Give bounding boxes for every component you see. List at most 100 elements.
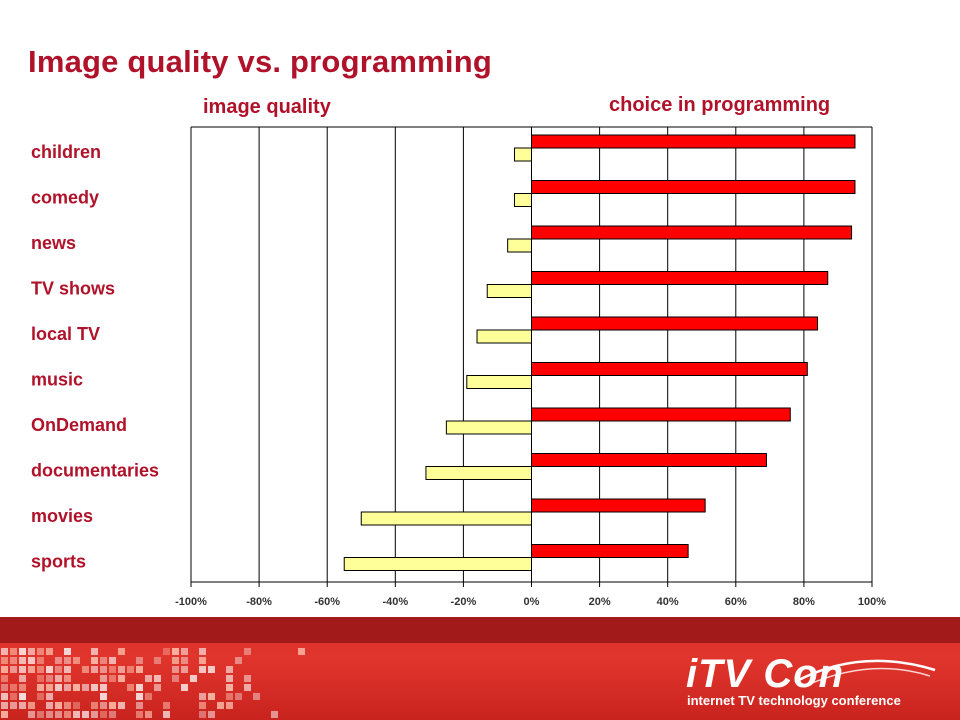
pattern-tile	[37, 711, 44, 718]
bar-chart: children comedy news TV shows local TV music O…	[31, 126, 886, 608]
pattern-tile	[190, 675, 197, 682]
pattern-tile	[199, 666, 206, 673]
pattern-tile	[28, 666, 35, 673]
pattern-tile	[181, 657, 188, 664]
image-quality-bar	[486, 284, 532, 298]
pattern-tile	[100, 702, 107, 709]
pattern-tile	[1, 702, 8, 709]
pattern-tile	[208, 711, 215, 718]
pattern-tile	[10, 648, 17, 655]
pattern-tile	[118, 648, 125, 655]
x-tick-label: -80%	[246, 596, 272, 608]
pattern-tile	[100, 693, 107, 700]
category-label: documentaries	[31, 461, 159, 481]
pattern-tile	[82, 666, 89, 673]
pattern-tile	[163, 702, 170, 709]
pattern-tile	[244, 648, 251, 655]
pattern-tile	[55, 657, 62, 664]
pattern-tile	[145, 711, 152, 718]
pattern-tile	[64, 648, 71, 655]
pattern-tile	[199, 648, 206, 655]
programming-bar	[531, 180, 856, 194]
pattern-tile	[235, 693, 242, 700]
pattern-tile	[91, 702, 98, 709]
pattern-tile	[1, 693, 8, 700]
pattern-tile	[46, 675, 53, 682]
pattern-tile	[19, 684, 26, 691]
pattern-tile	[82, 711, 89, 718]
pattern-tile	[127, 666, 134, 673]
x-tick-label: 100%	[858, 596, 886, 608]
pattern-tile	[1, 684, 8, 691]
category-labels: children comedy news TV shows local TV music O…	[31, 142, 159, 572]
pattern-tile	[172, 657, 179, 664]
category-label: comedy	[31, 188, 99, 208]
pattern-tile	[154, 675, 161, 682]
image-quality-bar	[513, 193, 532, 207]
pattern-tile	[199, 657, 206, 664]
pattern-tile	[199, 693, 206, 700]
pattern-tile	[226, 693, 233, 700]
image-quality-label: image quality	[203, 96, 331, 118]
pattern-tile	[28, 657, 35, 664]
programming-bar	[531, 362, 808, 376]
pattern-tile	[37, 666, 44, 673]
pattern-tile	[1, 711, 8, 718]
pattern-tile	[19, 648, 26, 655]
pattern-tile	[298, 648, 305, 655]
pattern-tile	[1, 675, 8, 682]
pattern-tile	[109, 657, 116, 664]
pattern-tile	[271, 711, 278, 718]
pattern-tile	[235, 657, 242, 664]
pattern-tile	[37, 675, 44, 682]
pattern-tile	[109, 675, 116, 682]
pattern-tile	[226, 684, 233, 691]
x-tick-label: 80%	[793, 596, 815, 608]
category-label: OnDemand	[31, 415, 127, 435]
pattern-tile	[181, 666, 188, 673]
pattern-tile	[217, 702, 224, 709]
pattern-tile	[10, 693, 17, 700]
pattern-tile	[226, 675, 233, 682]
image-quality-bar	[343, 557, 532, 571]
pattern-tile	[127, 684, 134, 691]
category-label: TV shows	[31, 279, 115, 299]
footer-strip	[0, 617, 960, 643]
pattern-tile	[55, 666, 62, 673]
pattern-tile	[19, 666, 26, 673]
pattern-tile	[91, 666, 98, 673]
pattern-tile	[172, 648, 179, 655]
pattern-tile	[118, 675, 125, 682]
pattern-tile	[37, 648, 44, 655]
pattern-tile	[172, 675, 179, 682]
pattern-tile	[181, 648, 188, 655]
pattern-tile	[64, 675, 71, 682]
pattern-tile	[208, 666, 215, 673]
pattern-tile	[136, 657, 143, 664]
pattern-tile	[145, 675, 152, 682]
pattern-tile	[136, 684, 143, 691]
x-tick-labels: -100% -80% -60% -40% -20% 0% 20% 40% 60% 80% 100%	[175, 596, 886, 608]
pattern-tile	[10, 657, 17, 664]
pattern-tile	[64, 711, 71, 718]
footer-banner	[0, 617, 960, 720]
pattern-tile	[19, 675, 26, 682]
pattern-tile	[10, 702, 17, 709]
programming-bar	[531, 316, 819, 331]
brand-logo: iTV Con	[686, 652, 845, 696]
x-tick-label: -20%	[451, 596, 477, 608]
pattern-tile	[244, 684, 251, 691]
pattern-tile	[118, 702, 125, 709]
bars	[343, 134, 856, 571]
pattern-tile	[28, 648, 35, 655]
x-tick-label: 40%	[657, 596, 679, 608]
pattern-tile	[100, 675, 107, 682]
image-quality-bar	[425, 466, 533, 480]
pattern-tile	[109, 711, 116, 718]
pattern-tile	[73, 702, 80, 709]
programming-bar	[531, 453, 767, 467]
pattern-tile	[46, 702, 53, 709]
pattern-tile	[136, 702, 143, 709]
pattern-tile	[91, 711, 98, 718]
pattern-tile	[82, 684, 89, 691]
